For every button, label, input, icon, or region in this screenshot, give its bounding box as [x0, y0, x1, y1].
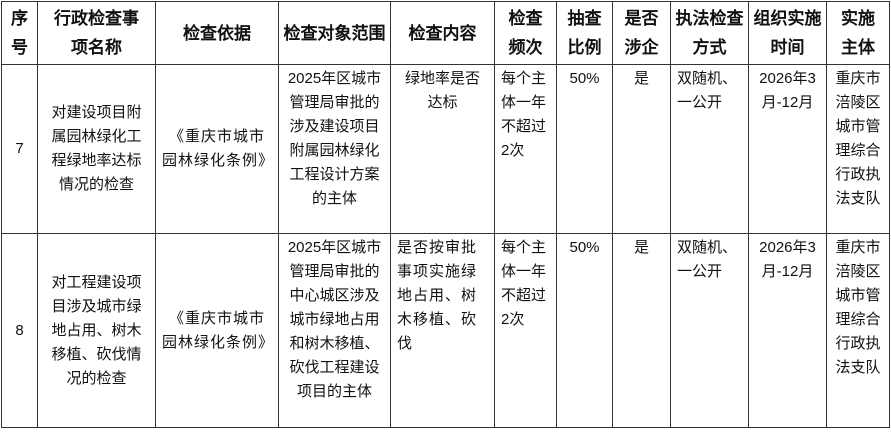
header-ratio: 抽查比例 [556, 1, 613, 65]
header-content: 检查内容 [390, 1, 495, 65]
cell-time: 2026年3月-12月 [748, 233, 827, 428]
header-basis: 检查依据 [155, 1, 279, 65]
cell-index: 8 [1, 233, 38, 428]
cell-involves-enterprise: 是 [612, 233, 671, 428]
cell-ratio: 50% [556, 64, 613, 234]
cell-agency: 重庆市涪陵区城市管理综合行政执法支队 [826, 233, 890, 428]
header-time: 组织实施时间 [748, 1, 827, 65]
header-scope: 检查对象范围 [278, 1, 391, 65]
header-agency: 实施主体 [826, 1, 890, 65]
table-row: 7 对建设项目附属园林绿化工程绿地率达标情况的检查 《重庆市城市园林绿化条例》 … [1, 64, 890, 234]
cell-method: 双随机、一公开 [670, 64, 749, 234]
header-frequency: 检查频次 [494, 1, 557, 65]
cell-basis: 《重庆市城市园林绿化条例》 [155, 233, 279, 428]
header-involves-enterprise: 是否涉企 [612, 1, 671, 65]
cell-content: 绿地率是否达标 [390, 64, 495, 234]
table-row: 8 对工程建设项目涉及城市绿地占用、树木移植、砍伐情况的检查 《重庆市城市园林绿… [1, 233, 890, 428]
cell-frequency: 每个主体一年不超过2次 [494, 233, 557, 428]
header-method: 执法检查方式 [670, 1, 749, 65]
cell-scope: 2025年区城市管理局审批的涉及建设项目附属园林绿化工程设计方案的主体 [278, 64, 391, 234]
cell-frequency: 每个主体一年不超过2次 [494, 64, 557, 234]
cell-method: 双随机、一公开 [670, 233, 749, 428]
cell-time: 2026年3月-12月 [748, 64, 827, 234]
cell-index: 7 [1, 64, 38, 234]
cell-basis: 《重庆市城市园林绿化条例》 [155, 64, 279, 234]
header-index: 序号 [1, 1, 38, 65]
cell-involves-enterprise: 是 [612, 64, 671, 234]
cell-content: 是否按审批事项实施绿地占用、树木移植、砍伐 [390, 233, 495, 428]
cell-ratio: 50% [556, 233, 613, 428]
header-item-name: 行政检查事项名称 [37, 1, 156, 65]
cell-scope: 2025年区城市管理局审批的中心城区涉及城市绿地占用和树木移植、砍伐工程建设项目… [278, 233, 391, 428]
cell-agency: 重庆市涪陵区城市管理综合行政执法支队 [826, 64, 890, 234]
header-row: 序号 行政检查事项名称 检查依据 检查对象范围 检查内容 检查频次 抽查比例 是… [1, 1, 890, 65]
cell-item-name: 对建设项目附属园林绿化工程绿地率达标情况的检查 [37, 64, 156, 234]
cell-item-name: 对工程建设项目涉及城市绿地占用、树木移植、砍伐情况的检查 [37, 233, 156, 428]
